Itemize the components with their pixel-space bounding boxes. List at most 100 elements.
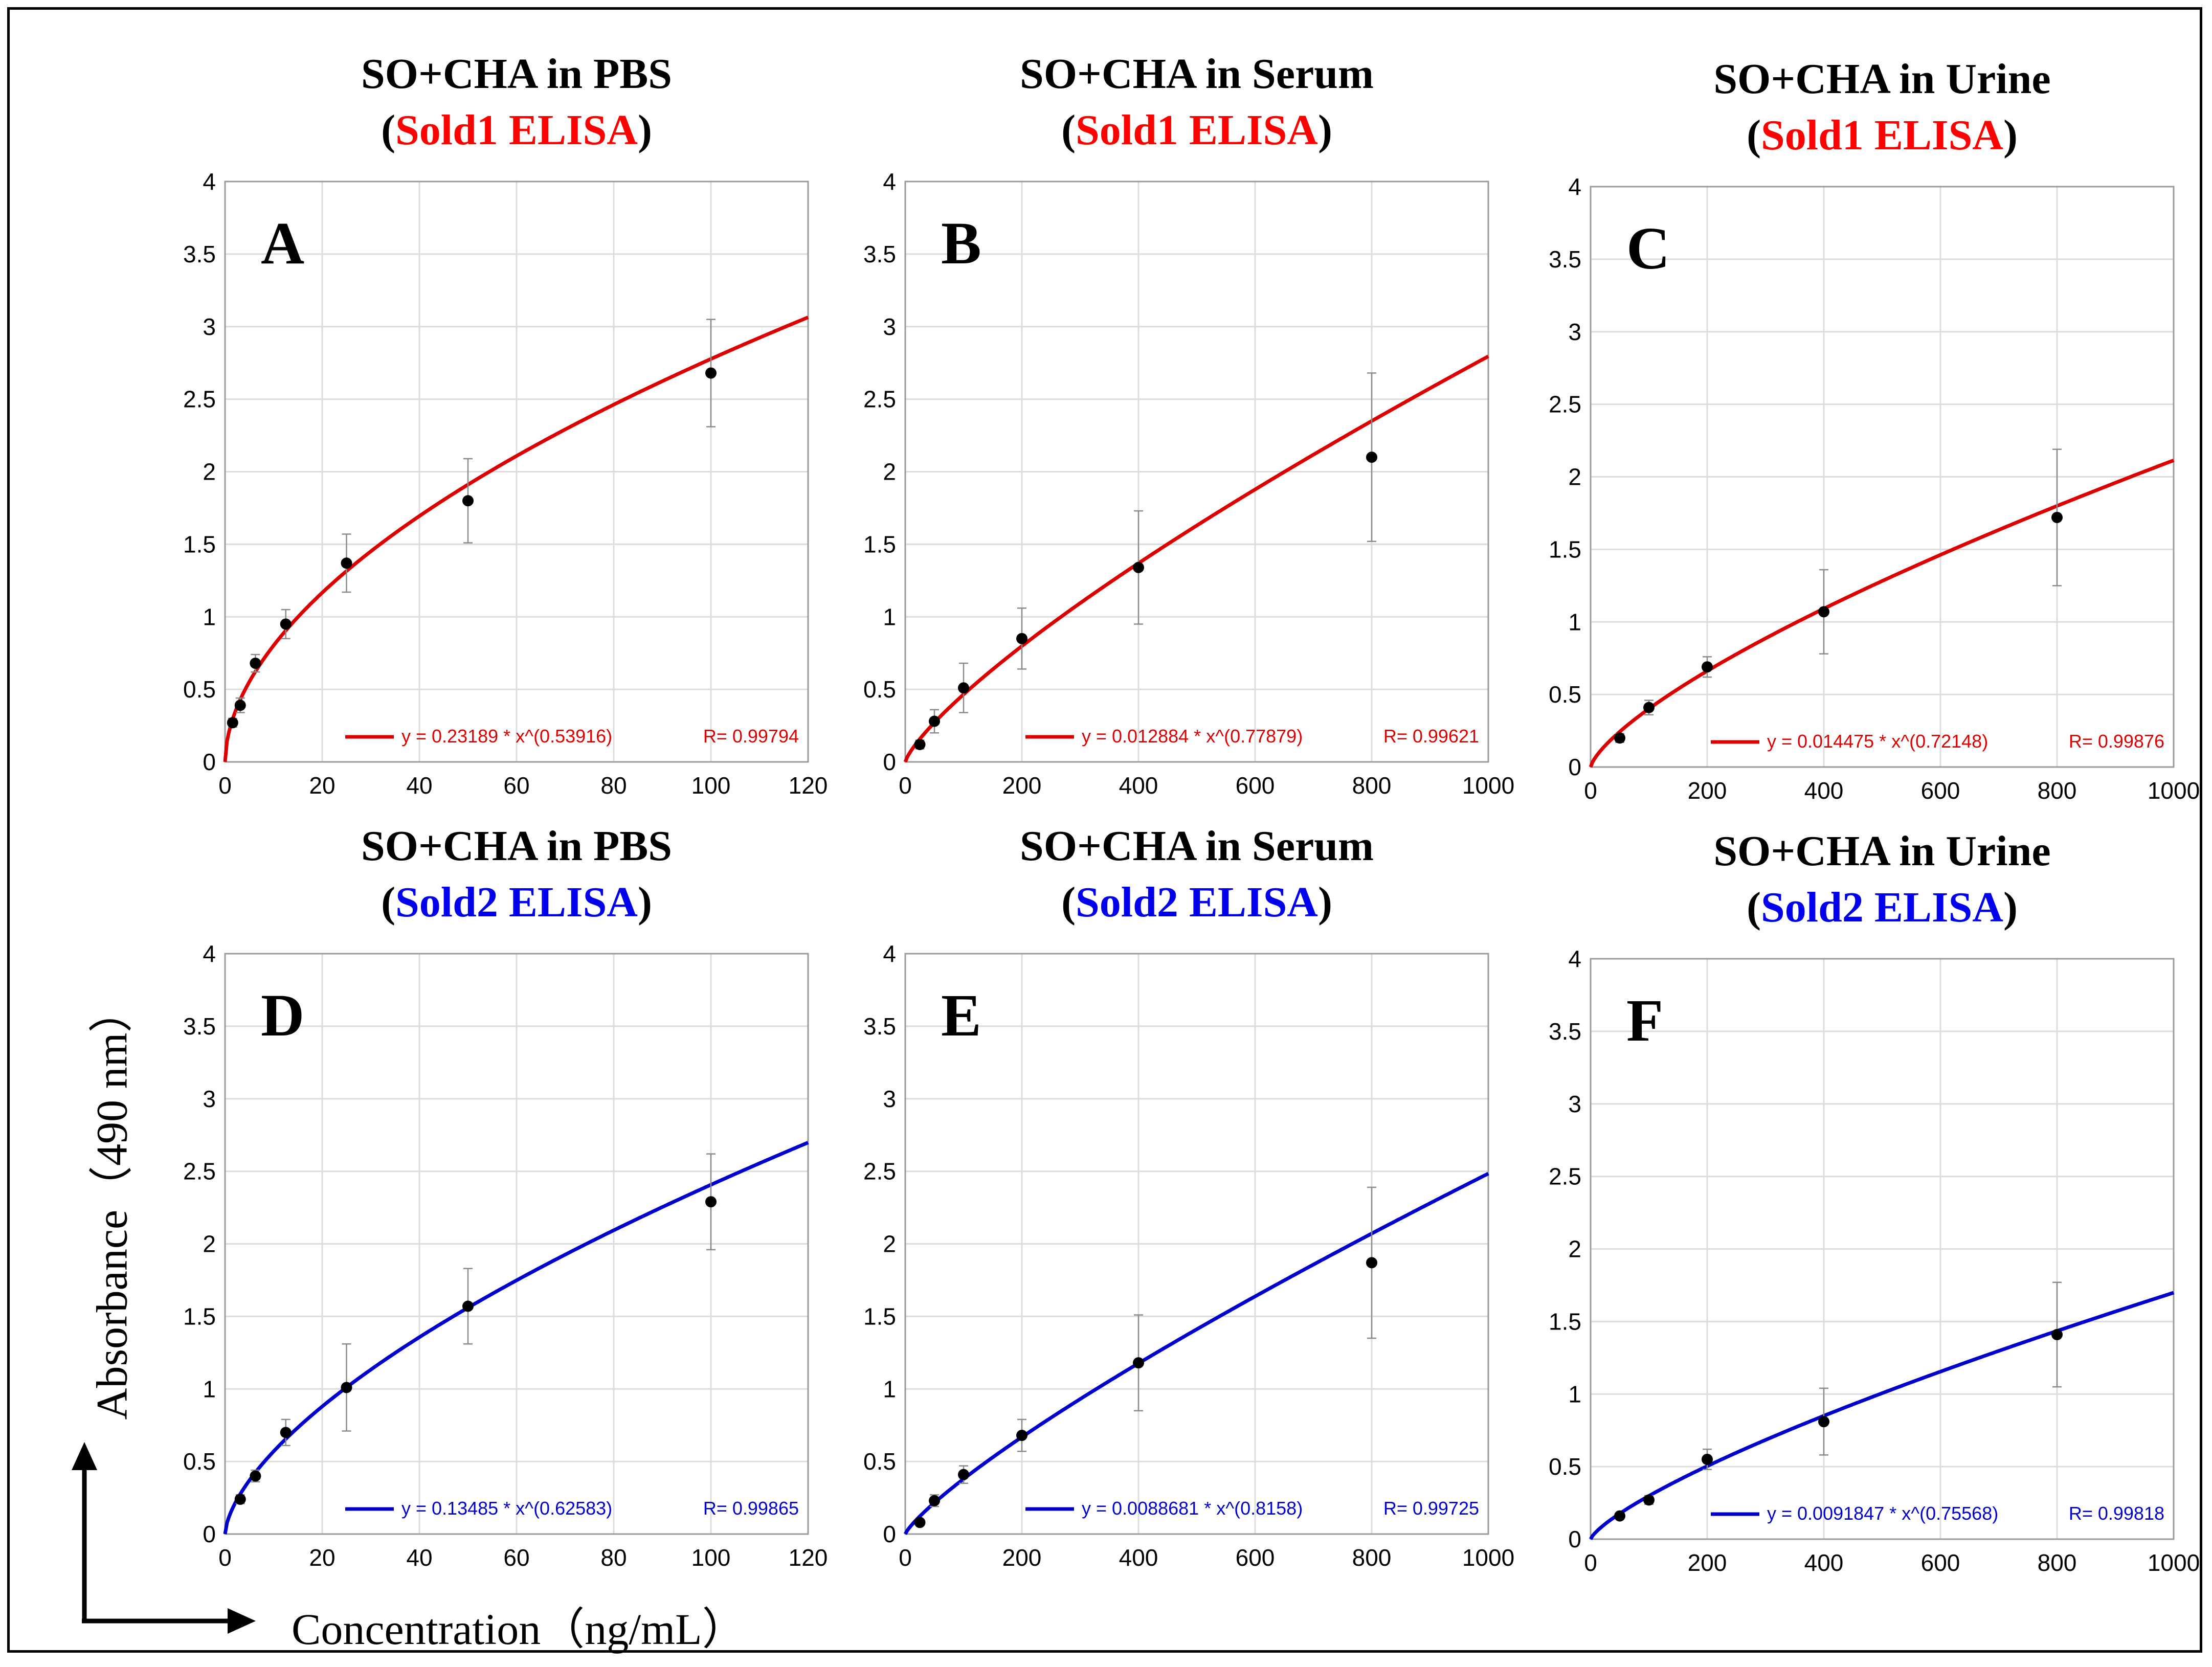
data-point: [705, 1196, 717, 1208]
data-point: [705, 367, 717, 379]
y-tick-label: 3.5: [183, 1013, 216, 1040]
data-point: [1702, 1453, 1713, 1465]
y-tick-label: 4: [203, 940, 216, 967]
x-tick-label: 0: [899, 772, 912, 799]
y-tick-label: 3.5: [863, 1013, 896, 1040]
x-tick-label: 80: [600, 1544, 627, 1571]
x-tick-label: 40: [406, 772, 432, 799]
y-tick-label: 3: [883, 313, 896, 340]
fit-r-value: R= 0.99794: [703, 726, 799, 747]
y-tick-label: 1: [203, 603, 216, 630]
y-tick-label: 3: [1568, 319, 1581, 345]
fit-equation: y = 0.23189 * x^(0.53916): [401, 726, 612, 747]
y-tick-label: 2: [1568, 464, 1581, 490]
x-tick-label: 1000: [1462, 772, 1514, 799]
data-point: [929, 715, 940, 727]
panel-subtitle: Sold2 ELISA: [1761, 884, 2003, 931]
subtitle-open-paren: (: [1747, 884, 1761, 931]
data-point: [1643, 1494, 1655, 1506]
y-tick-label: 2.5: [863, 386, 896, 413]
subtitle-open-paren: (: [1061, 106, 1076, 154]
data-point: [2051, 511, 2063, 523]
y-tick-label: 2: [203, 459, 216, 485]
y-tick-label: 4: [1568, 173, 1581, 200]
y-tick-label: 1.5: [863, 1303, 896, 1330]
data-point: [280, 1427, 292, 1438]
x-tick-label: 200: [1688, 1549, 1727, 1576]
fit-r-value: R= 0.99876: [2069, 731, 2164, 752]
data-point: [929, 1495, 940, 1506]
data-point: [914, 1517, 926, 1528]
y-tick-label: 0.5: [1549, 681, 1581, 708]
data-point: [1133, 1357, 1144, 1369]
x-axis-label: Concentration（ng/mL）: [292, 1605, 746, 1654]
subtitle-open-paren: (: [1747, 111, 1761, 159]
plot-area: 0 0.5 1 1.5 2 2.5 3 3.5 4 0 200 400 600 800 1000 Fy = 0…: [1549, 945, 2200, 1576]
x-tick-label: 200: [1002, 772, 1042, 799]
panel-subtitle-line: (Sold1 ELISA): [829, 102, 1565, 159]
x-tick-label: 800: [2038, 1549, 2077, 1576]
subtitle-open-paren: (: [381, 878, 396, 926]
data-point: [1818, 606, 1829, 618]
data-point: [234, 1493, 246, 1505]
x-tick-label: 60: [503, 1544, 529, 1571]
subtitle-open-paren: (: [381, 106, 396, 154]
x-tick-label: 0: [218, 1544, 232, 1571]
y-tick-label: 3: [883, 1086, 896, 1112]
x-tick-label: 100: [691, 772, 731, 799]
panel-subtitle-line: (Sold2 ELISA): [1514, 880, 2212, 936]
y-tick-label: 1.5: [863, 531, 896, 557]
panel-e: SO+CHA in Serum (Sold2 ELISA) 0 0.5 1 1.5 2 2…: [829, 818, 1565, 1575]
fit-equation: y = 0.012884 * x^(0.77879): [1082, 726, 1303, 747]
plot-area: 0 0.5 1 1.5 2 2.5 3 3.5 4 0 200 400 600 800 1000 By = 0…: [863, 168, 1514, 799]
y-tick-label: 1: [1568, 1381, 1581, 1407]
plot-area: 0 0.5 1 1.5 2 2.5 3 3.5 4 0 200 400 600 800 1000 Ey = 0…: [863, 940, 1514, 1571]
panel-subtitle: Sold2 ELISA: [1076, 878, 1318, 926]
fit-equation: y = 0.0088681 * x^(0.8158): [1082, 1498, 1303, 1519]
x-tick-label: 40: [406, 1544, 432, 1571]
y-tick-label: 1.5: [1549, 536, 1581, 562]
y-tick-label: 0: [1568, 754, 1581, 780]
y-tick-label: 2.5: [863, 1158, 896, 1185]
y-tick-label: 2: [1568, 1236, 1581, 1263]
fit-curve: [903, 1172, 1489, 1535]
fit-equation: y = 0.014475 * x^(0.72148): [1767, 731, 1988, 752]
panel-letter: F: [1626, 987, 1663, 1054]
data-point: [1702, 661, 1713, 673]
panel-subtitle: Sold1 ELISA: [1076, 106, 1318, 154]
data-point: [1643, 702, 1655, 713]
plot-frame: [224, 181, 809, 763]
panel-subtitle: Sold1 ELISA: [395, 106, 638, 154]
x-tick-label: 200: [1002, 1544, 1042, 1571]
y-tick-label: 0.5: [863, 676, 896, 703]
panel-c: SO+CHA in Urine (Sold1 ELISA) 0 0.5 1 1.5 2 2…: [1514, 51, 2212, 808]
subtitle-close-paren: ): [2003, 111, 2018, 159]
x-tick-label: 400: [1119, 1544, 1158, 1571]
y-tick-label: 0.5: [183, 676, 216, 703]
fit-equation: y = 0.13485 * x^(0.62583): [401, 1498, 612, 1519]
y-tick-label: 0: [883, 749, 896, 775]
plot-frame: [224, 953, 809, 1535]
y-tick-label: 1.5: [1549, 1308, 1581, 1335]
y-tick-label: 2.5: [1549, 1163, 1581, 1190]
x-tick-label: 1000: [2148, 777, 2200, 804]
y-tick-label: 2: [203, 1231, 216, 1257]
data-point: [341, 557, 352, 569]
panel-title: SO+CHA in PBS: [361, 822, 673, 870]
x-tick-label: 20: [309, 1544, 335, 1571]
panel-title: SO+CHA in Urine: [1713, 55, 2051, 103]
data-point: [227, 717, 238, 729]
y-tick-label: 0: [203, 1521, 216, 1547]
x-tick-label: 200: [1688, 777, 1727, 804]
y-tick-label: 1: [203, 1376, 216, 1402]
subtitle-close-paren: ): [637, 106, 652, 154]
fit-curve: [1589, 1291, 2175, 1540]
panel-title: SO+CHA in Serum: [1020, 50, 1374, 98]
subtitle-close-paren: ): [637, 878, 652, 926]
x-tick-label: 100: [691, 1544, 731, 1571]
x-tick-label: 800: [1352, 772, 1392, 799]
x-tick-label: 800: [1352, 1544, 1392, 1571]
fit-r-value: R= 0.99818: [2069, 1503, 2164, 1524]
panel-subtitle-line: (Sold1 ELISA): [148, 102, 885, 159]
